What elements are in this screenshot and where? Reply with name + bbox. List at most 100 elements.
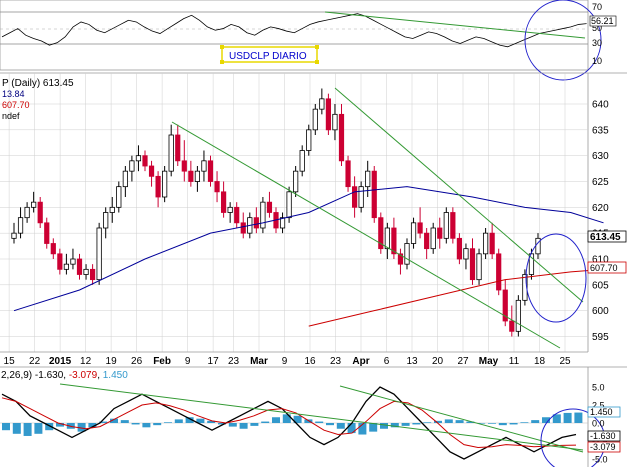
candle-body [417,222,423,234]
macd-hist-bar [56,423,64,427]
x-tick-label: 9 [282,356,288,367]
rsi-tick-label: 10 [592,56,602,66]
price-tick-label: 610 [592,255,609,266]
price-tick-label: 630 [592,151,609,162]
candle-body [378,217,384,250]
candle-body [476,253,482,281]
x-tick-label: Apr [352,356,369,367]
price-panel: 640635630625620615610605600595 P (Daily)… [0,72,627,352]
candle-body [122,170,128,188]
candle-body [253,217,259,229]
macd-hist-bar [23,423,32,436]
macd-hist-box [587,406,621,418]
candle-body [345,160,351,188]
rsi-tick-label: 50 [592,23,602,33]
macd-header-signal: -3.079 [69,370,98,381]
candle-body [240,222,246,234]
candle-body [463,248,469,260]
macd-hist-bar [272,417,280,423]
macd-signal-value: -3.079 [590,442,616,452]
candle-body [17,217,24,234]
macd-hist-bar [12,423,21,434]
macd-hist-bar [131,423,140,425]
candle-body [279,217,286,229]
macd-header-params: 2,26,9) -1.630, [1,370,69,381]
trendline-upper [334,87,584,303]
x-tick-label: 13 [406,356,418,367]
x-tick-label: Feb [153,356,171,367]
macd-hist-bar [315,421,324,423]
candle-body [410,222,417,244]
macd-hist-value: 1.450 [590,407,613,417]
macd-hist-bar [488,423,496,424]
macd-hist-bar [196,418,205,423]
candle-body [430,227,436,250]
macd-panel: 2,26,9) -1.630, -3.079, 1.450 5.0 2.5 0.0 -… [0,366,627,472]
candle-body [266,201,273,213]
legend-ma-long: 607.70 [2,100,30,110]
macd-hist-bar [304,419,313,423]
price-tick-label: 620 [592,203,609,214]
candle-body [489,232,495,255]
macd-tick-label: 5.0 [592,383,605,393]
candle-body [37,201,43,224]
price-tick-label: 600 [592,306,609,317]
macd-hist-bar [466,421,475,423]
macd-hist-bar [542,417,550,423]
macd-hist-bar [282,414,291,423]
macd-hist-bar [174,419,183,423]
symbol-label-box: USDCLP DIARIO [220,45,319,64]
rsi-axis: 70 50 30 10 [592,2,602,66]
candle-body [391,227,397,255]
legend-ma-short: 13.84 [2,89,25,99]
candle-body [76,258,83,275]
candle-body [502,289,508,322]
candle-body [260,201,266,229]
macd-hist-bar [120,420,129,423]
trend-lines [171,87,584,349]
macd-header: 2,26,9) -1.630, -3.079, 1.450 [1,370,128,381]
macd-tick-label: 2.5 [592,401,605,411]
candle-body [44,222,50,244]
x-tick-label: 11 [509,356,520,367]
macd-hist-bar [34,423,43,434]
last-price-label: 613.45 [587,230,627,243]
candle-body [351,186,358,208]
x-tick-label: 15 [4,356,16,367]
candle-body [129,160,135,172]
macd-hist-bar [412,423,421,425]
candle-body [286,191,292,219]
macd-tick-label: -2.5 [592,437,608,447]
candle-body [325,98,332,131]
candle-body [70,258,76,265]
candle-body [109,206,115,213]
macd-hist-bar [401,423,410,426]
candle-body [437,227,443,239]
macd-signal-line [1,397,577,448]
macd-hist-bar [444,419,453,423]
candle-body [371,170,377,219]
candle-body [306,129,312,151]
candle-body [234,206,240,224]
macd-hist-bar [520,422,529,423]
macd-axis: 5.0 2.5 0.0 -2.5 -5.0 [592,383,608,465]
candles [11,88,541,337]
macd-hist-bar [261,421,270,423]
macd-hist-bar [239,423,248,429]
macd-hist-bar [509,423,518,425]
macd-trendline-1 [59,383,584,451]
macd-hist-bar [390,423,399,428]
handle-top-left [220,45,224,49]
candle-body [181,160,187,172]
macd-hist-bar [326,423,334,426]
symbol-label-text: USDCLP DIARIO [229,51,307,62]
candle-body [11,232,17,239]
macd-hist-bar [563,412,572,423]
macd-line-value: -1.630 [590,431,616,441]
candle-body [515,299,521,332]
handle-top-right [315,45,319,49]
macd-hist-bar [336,423,345,429]
x-tick-label: Mar [250,356,268,367]
moving-average-ma50 [13,186,604,312]
